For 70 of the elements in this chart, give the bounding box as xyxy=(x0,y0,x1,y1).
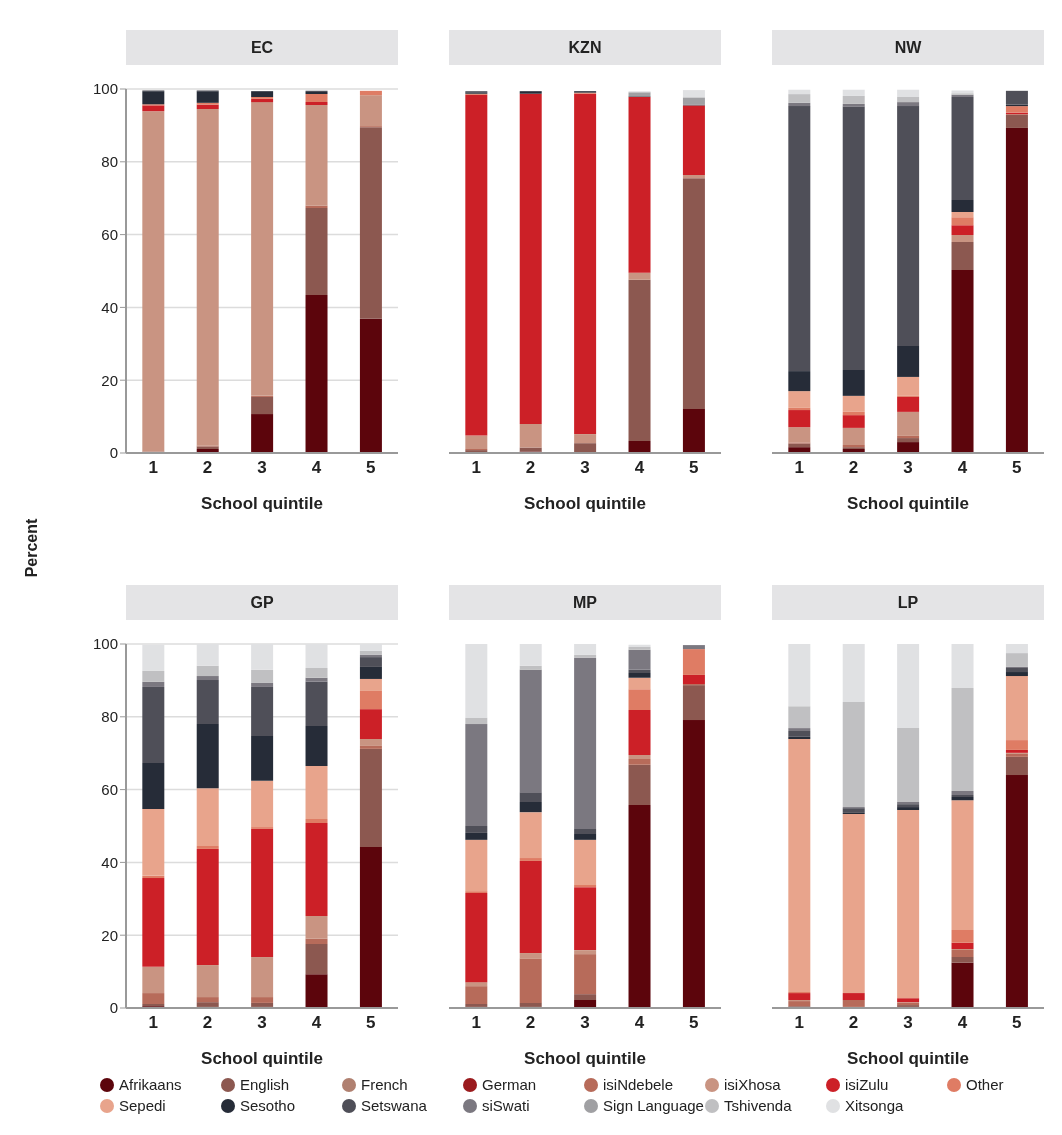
legend-label: isiZulu xyxy=(845,1076,889,1093)
x-tick-label: 1 xyxy=(148,1013,158,1033)
legend-label: English xyxy=(240,1076,290,1093)
x-tick-label: 2 xyxy=(202,1013,213,1033)
y-tick-label: 40 xyxy=(101,298,118,316)
x-tick-label: 3 xyxy=(257,1013,267,1033)
y-tick-label: 80 xyxy=(101,153,118,171)
x-tick-label: 1 xyxy=(471,458,481,478)
chart-title: GP xyxy=(126,585,398,620)
x-tick-label: 2 xyxy=(848,1013,859,1033)
y-tick-label: 0 xyxy=(109,999,118,1017)
x-tick-label: 2 xyxy=(525,458,536,478)
y-tick-label: 60 xyxy=(101,780,118,798)
x-tick-label: 4 xyxy=(311,458,322,478)
x-tick-label: 5 xyxy=(689,458,699,478)
y-tick-label: 100 xyxy=(92,80,118,98)
legend-label: siSwati xyxy=(482,1097,530,1114)
legend-label: isiXhosa xyxy=(724,1076,781,1093)
y-tick-label: 40 xyxy=(101,853,118,871)
legend-label: Afrikaans xyxy=(119,1076,182,1093)
x-tick-label: 2 xyxy=(202,458,213,478)
x-tick-label: 4 xyxy=(957,1013,968,1033)
y-tick-label: 60 xyxy=(101,225,118,243)
x-tick-label: 3 xyxy=(257,458,267,478)
x-axis-title: School quintile xyxy=(847,1049,969,1068)
x-tick-label: 3 xyxy=(903,1013,913,1033)
chart-title: EC xyxy=(126,30,398,65)
x-tick-label: 2 xyxy=(525,1013,536,1033)
y-tick-label: 20 xyxy=(101,926,118,944)
x-tick-label: 5 xyxy=(366,1013,376,1033)
x-axis-title: School quintile xyxy=(201,494,323,513)
legend-label: Sign Language xyxy=(603,1097,704,1114)
x-tick-label: 4 xyxy=(311,1013,322,1033)
x-tick-label: 4 xyxy=(634,458,645,478)
x-axis-title: School quintile xyxy=(524,1049,646,1068)
x-axis-title: School quintile xyxy=(847,494,969,513)
x-axis-title: School quintile xyxy=(201,1049,323,1068)
x-tick-label: 5 xyxy=(1012,1013,1022,1033)
x-tick-label: 1 xyxy=(148,458,158,478)
legend-label: French xyxy=(361,1076,408,1093)
chart-title: MP xyxy=(449,585,721,620)
legend-label: Setswana xyxy=(361,1097,427,1114)
x-tick-label: 4 xyxy=(957,458,968,478)
legend-label: Tshivenda xyxy=(724,1097,792,1114)
chart-title: LP xyxy=(772,585,1044,620)
x-tick-label: 1 xyxy=(794,1013,804,1033)
x-tick-label: 1 xyxy=(794,458,804,478)
x-tick-label: 1 xyxy=(471,1013,481,1033)
legend-label: Xitsonga xyxy=(845,1097,904,1114)
legend-label: German xyxy=(482,1076,537,1093)
x-tick-label: 4 xyxy=(634,1013,645,1033)
y-tick-label: 20 xyxy=(101,371,118,389)
chart-title: NW xyxy=(772,30,1044,65)
legend-label: Other xyxy=(966,1076,1004,1093)
y-tick-label: 100 xyxy=(92,635,118,653)
legend-label: Sepedi xyxy=(119,1097,166,1114)
x-axis-title: School quintile xyxy=(524,494,646,513)
x-tick-label: 5 xyxy=(366,458,376,478)
x-tick-label: 3 xyxy=(580,1013,590,1033)
legend-label: Sesotho xyxy=(240,1097,296,1114)
x-tick-label: 2 xyxy=(848,458,859,478)
x-tick-label: 3 xyxy=(903,458,913,478)
y-tick-label: 0 xyxy=(109,444,118,462)
chart-title: KZN xyxy=(449,30,721,65)
x-tick-label: 3 xyxy=(580,458,590,478)
y-axis-title: Percent xyxy=(23,518,41,578)
legend-label: isiNdebele xyxy=(603,1076,674,1093)
x-tick-label: 5 xyxy=(689,1013,699,1033)
x-tick-label: 5 xyxy=(1012,458,1022,478)
y-tick-label: 80 xyxy=(101,708,118,726)
